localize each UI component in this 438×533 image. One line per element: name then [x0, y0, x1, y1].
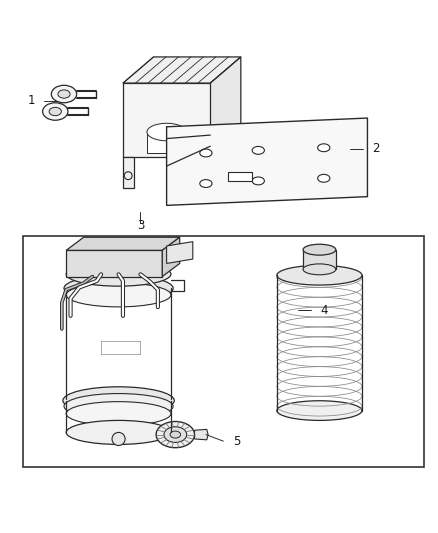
Ellipse shape — [200, 180, 212, 188]
Ellipse shape — [64, 275, 173, 302]
Bar — [228, 172, 252, 181]
Bar — [147, 132, 186, 153]
Polygon shape — [66, 237, 180, 251]
Ellipse shape — [303, 264, 336, 275]
Ellipse shape — [58, 90, 70, 98]
Ellipse shape — [252, 177, 265, 185]
Ellipse shape — [42, 103, 68, 120]
Ellipse shape — [51, 85, 77, 103]
Ellipse shape — [318, 174, 330, 182]
Ellipse shape — [200, 149, 212, 157]
Ellipse shape — [147, 123, 186, 141]
Text: 5: 5 — [233, 434, 240, 448]
Ellipse shape — [64, 393, 173, 419]
Circle shape — [112, 432, 125, 446]
Text: 3: 3 — [137, 219, 144, 231]
Polygon shape — [166, 118, 367, 205]
Bar — [303, 249, 336, 269]
Ellipse shape — [252, 147, 265, 154]
Ellipse shape — [303, 244, 336, 255]
Ellipse shape — [170, 431, 180, 438]
Text: 1: 1 — [28, 94, 35, 107]
Ellipse shape — [318, 144, 330, 152]
Ellipse shape — [66, 421, 171, 445]
Polygon shape — [194, 430, 208, 440]
Bar — [22, 236, 424, 467]
Ellipse shape — [156, 422, 194, 448]
Polygon shape — [166, 241, 193, 263]
Polygon shape — [162, 237, 180, 277]
Polygon shape — [123, 57, 241, 83]
Ellipse shape — [66, 262, 171, 286]
Polygon shape — [210, 57, 241, 157]
Polygon shape — [123, 157, 134, 188]
Ellipse shape — [277, 401, 362, 421]
Polygon shape — [66, 251, 162, 277]
Ellipse shape — [66, 283, 171, 307]
Ellipse shape — [66, 402, 171, 426]
Ellipse shape — [49, 107, 61, 116]
Ellipse shape — [63, 387, 174, 414]
Text: 4: 4 — [320, 304, 328, 317]
Bar — [123, 83, 210, 157]
Ellipse shape — [277, 265, 362, 285]
Text: 2: 2 — [372, 142, 380, 155]
Ellipse shape — [164, 427, 187, 442]
